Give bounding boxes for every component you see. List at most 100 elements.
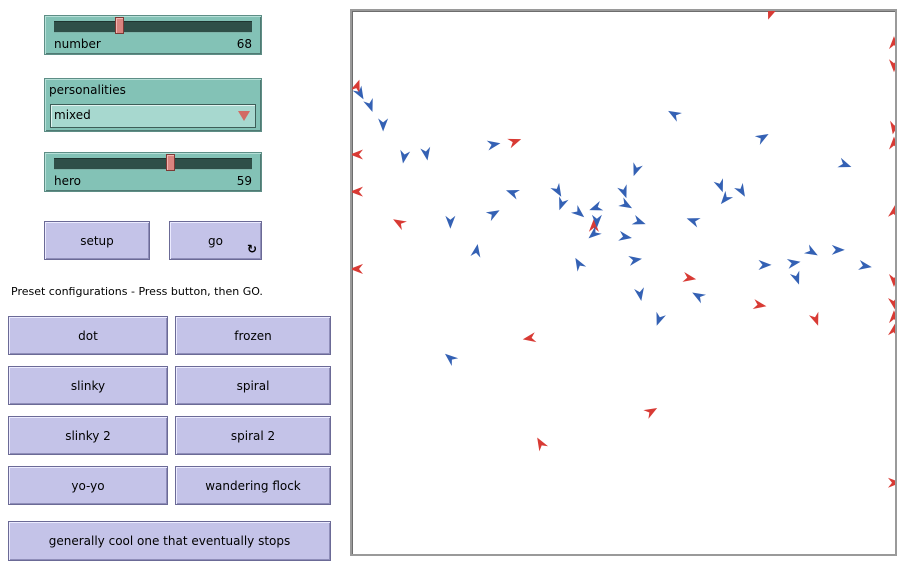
agent-arrow-icon — [559, 196, 569, 211]
hero-slider-label: hero — [54, 174, 81, 188]
agent-arrow-icon — [682, 271, 697, 282]
yo-yo-preset-label: yo-yo — [71, 478, 105, 493]
agent-arrow-icon — [888, 136, 895, 150]
agent-arrow-icon — [486, 140, 501, 151]
agent-arrow-icon — [575, 257, 587, 272]
hero-slider[interactable]: hero 59 — [44, 152, 262, 192]
agent-arrow-icon — [634, 287, 644, 301]
dot-preset-label: dot — [78, 328, 98, 343]
chevron-down-icon[interactable] — [238, 111, 250, 121]
agent-arrow-icon — [507, 138, 522, 149]
agent-arrow-icon — [352, 263, 364, 274]
agent-arrow-icon — [352, 186, 364, 197]
agent-arrow-icon — [758, 259, 772, 270]
agent-arrow-icon — [352, 149, 364, 160]
agent-arrow-icon — [888, 59, 895, 73]
agent-arrow-icon — [888, 204, 895, 219]
frozen-preset-label: frozen — [234, 328, 272, 343]
number-slider[interactable]: number 68 — [44, 15, 262, 55]
number-slider-thumb[interactable] — [114, 17, 124, 34]
agent-arrow-icon — [808, 311, 819, 326]
spiral-2-preset-button[interactable]: spiral 2 — [175, 416, 331, 455]
slinky-preset-button[interactable]: slinky — [8, 366, 168, 405]
agent-arrow-icon — [470, 243, 481, 258]
agent-arrow-icon — [588, 218, 599, 232]
agent-arrow-icon — [400, 149, 411, 164]
agent-arrow-icon — [505, 190, 520, 200]
agent-arrow-icon — [888, 273, 895, 288]
agent-arrow-icon — [550, 182, 562, 197]
agent-arrow-icon — [643, 407, 658, 419]
slinky-2-preset-button[interactable]: slinky 2 — [8, 416, 168, 455]
agent-arrow-icon — [789, 270, 800, 285]
personalities-label: personalities — [49, 83, 126, 97]
personalities-chooser[interactable]: personalities mixed — [44, 78, 262, 132]
agent-arrow-icon — [485, 210, 500, 222]
agent-arrow-icon — [633, 162, 643, 177]
agent-arrow-icon — [668, 110, 682, 122]
agent-arrow-icon — [831, 244, 845, 255]
agent-arrow-icon — [444, 353, 459, 366]
agent-arrow-icon — [888, 323, 895, 337]
world-view[interactable] — [350, 9, 897, 556]
agent-arrow-icon — [888, 310, 895, 324]
agent-arrow-icon — [378, 118, 389, 132]
agent-arrow-icon — [591, 214, 602, 228]
agent-arrow-icon — [887, 477, 895, 488]
setup-button-label: setup — [80, 233, 114, 248]
spiral-2-preset-label: spiral 2 — [230, 428, 276, 443]
agent-arrow-icon — [393, 219, 407, 231]
wandering-flock-preset-label: wandering flock — [205, 478, 301, 493]
agent-arrow-icon — [720, 190, 734, 205]
hero-slider-thumb[interactable] — [166, 154, 176, 171]
number-slider-track[interactable] — [54, 21, 252, 33]
number-slider-label: number — [54, 37, 101, 51]
agent-arrow-icon — [692, 292, 707, 304]
slinky-preset-label: slinky — [70, 378, 106, 393]
frozen-preset-button[interactable]: frozen — [175, 316, 331, 355]
agent-arrow-icon — [767, 11, 778, 20]
yo-yo-preset-button[interactable]: yo-yo — [8, 466, 168, 505]
agent-arrow-icon — [618, 230, 632, 241]
setup-button[interactable]: setup — [44, 221, 150, 260]
agent-arrow-icon — [445, 215, 456, 229]
personalities-selected-value: mixed — [54, 108, 91, 122]
agent-arrow-icon — [618, 197, 633, 209]
dot-preset-button[interactable]: dot — [8, 316, 168, 355]
agent-arrow-icon — [631, 215, 646, 225]
wandering-flock-preset-button[interactable]: wandering flock — [175, 466, 331, 505]
agent-arrow-icon — [888, 36, 895, 50]
agent-arrow-icon — [754, 133, 769, 145]
hero-slider-track[interactable] — [54, 158, 252, 170]
agent-arrow-icon — [617, 184, 627, 199]
agent-arrow-icon — [570, 205, 585, 218]
forever-icon: ↻ — [246, 242, 257, 256]
agent-arrow-icon — [713, 178, 724, 193]
agent-arrow-icon — [352, 79, 360, 94]
agent-arrow-icon — [890, 120, 895, 135]
agent-arrow-icon — [752, 299, 767, 309]
agent-arrow-icon — [522, 332, 537, 343]
number-slider-value: 68 — [236, 37, 252, 51]
agent-arrow-icon — [837, 157, 852, 168]
agent-arrow-icon — [420, 146, 431, 161]
agent-arrow-icon — [786, 259, 801, 269]
agent-arrow-icon — [803, 244, 818, 256]
generally-cool-preset-button[interactable]: generally cool one that eventually stops — [8, 521, 331, 561]
agent-arrow-icon — [363, 97, 373, 112]
agent-arrow-icon — [734, 182, 745, 197]
agent-arrow-icon — [537, 437, 549, 452]
personalities-dropdown[interactable]: mixed — [50, 104, 256, 128]
hero-slider-value: 59 — [236, 174, 252, 188]
agent-arrow-icon — [589, 200, 604, 211]
preset-instructions: Preset configurations - Press button, th… — [11, 285, 263, 298]
slinky-2-preset-label: slinky 2 — [65, 428, 111, 443]
agent-arrow-icon — [352, 85, 364, 100]
spiral-preset-button[interactable]: spiral — [175, 366, 331, 405]
spiral-preset-label: spiral — [236, 378, 270, 393]
agent-arrow-icon — [858, 259, 872, 270]
go-button-label: go — [208, 233, 223, 248]
go-button[interactable]: go ↻ — [169, 221, 262, 260]
agent-arrow-icon — [628, 256, 642, 266]
agent-arrow-icon — [656, 311, 666, 326]
